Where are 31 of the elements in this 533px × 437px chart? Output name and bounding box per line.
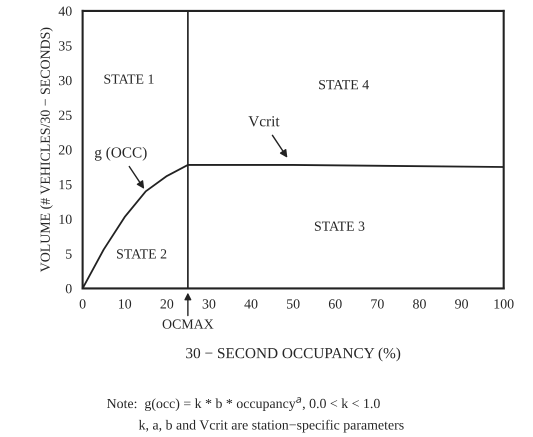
y-tick-label: 15 (60, 180, 72, 190)
x-tick-label: 70 (371, 299, 384, 309)
x-tick-label: 40 (244, 299, 258, 309)
annotation: Vcrit (248, 116, 280, 126)
y-tick-label: 30 (58, 76, 72, 86)
annotation: STATE 3 (314, 222, 364, 231)
x-tick-label: 0 (80, 299, 86, 309)
annotation: STATE 4 (319, 80, 369, 90)
x-tick-label: 10 (119, 299, 132, 309)
y-tick-label: 0 (66, 284, 72, 294)
y-tick-label: 5 (66, 249, 72, 259)
y-tick-label: 40 (58, 6, 72, 16)
y-tick-label: 25 (58, 110, 72, 120)
x-axis-title: 30 − SECOND OCCUPANCY (%) (186, 348, 400, 362)
x-tick-label: 20 (160, 299, 174, 309)
x-tick-label: 90 (455, 299, 468, 309)
y-tick-label: 20 (58, 145, 72, 155)
annotation: STATE 1 (104, 74, 154, 84)
y-tick-label: 10 (60, 214, 72, 224)
y-axis-title: VOLUME (# VEHICLES/30 − SECONDS) (40, 28, 53, 272)
x-tick-label: 60 (328, 299, 342, 309)
x-tick-label: 50 (287, 299, 300, 309)
x-tick-label: 100 (494, 299, 514, 309)
x-tick-label: 80 (413, 299, 426, 309)
annotation: g (OCC) (94, 146, 147, 161)
text: k, a, b and Vcrit are station−specific parameters (138, 420, 404, 432)
y-tick-label: 35 (58, 41, 72, 51)
annotation: STATE 2 (117, 249, 166, 259)
ref-line-label: OCMAX (162, 319, 214, 329)
x-tick-label: 30 (202, 299, 216, 309)
text: Note: g(occ) = k * b * occupancy$^{a}$, 0.0 < k < 1.0 (107, 397, 380, 412)
